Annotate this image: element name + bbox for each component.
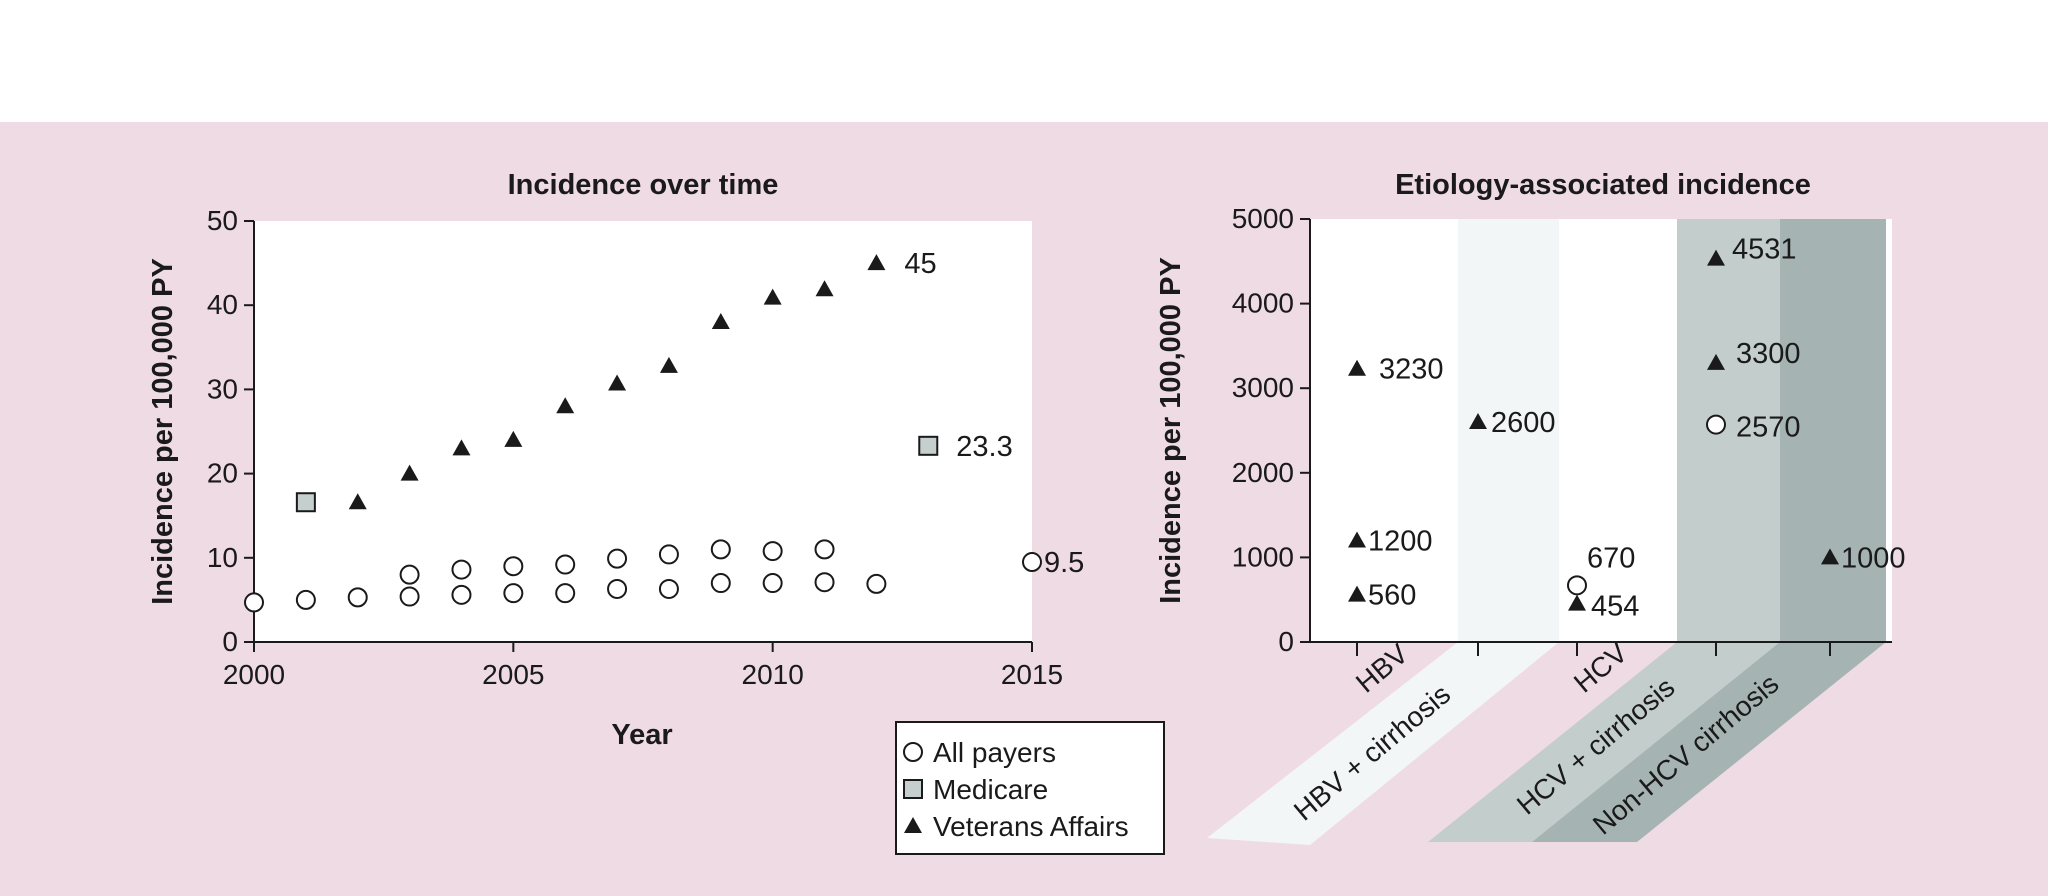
data-point	[607, 578, 628, 599]
data-label: 4531	[1732, 234, 1797, 266]
y-tick-label: 0	[222, 626, 238, 657]
data-label: 560	[1368, 580, 1416, 612]
data-point	[1706, 414, 1726, 435]
y-tick-label: 4000	[1232, 288, 1294, 319]
data-point	[762, 573, 783, 594]
legend-marker	[903, 742, 923, 762]
data-point	[608, 374, 627, 391]
y-tick-label: 10	[207, 542, 238, 573]
chart-title: Incidence over time	[508, 169, 779, 201]
data-point	[503, 583, 524, 604]
data-point	[1348, 531, 1366, 548]
data-point	[1707, 249, 1725, 266]
data-point	[452, 439, 471, 456]
category-label: HBV + cirrhosis	[1288, 678, 1456, 826]
data-label: 1200	[1368, 525, 1433, 557]
data-point	[659, 356, 678, 373]
data-point	[866, 573, 887, 594]
data-point	[1821, 548, 1839, 565]
data-label: 1000	[1841, 542, 1906, 574]
y-tick-label: 0	[1278, 626, 1294, 657]
y-tick-label: 2000	[1232, 457, 1294, 488]
y-tick-label: 5000	[1232, 203, 1294, 234]
data-point	[711, 313, 730, 330]
data-point	[1707, 353, 1725, 370]
data-point	[295, 589, 316, 610]
data-point	[400, 464, 419, 481]
data-point	[1567, 575, 1587, 596]
data-point	[710, 573, 731, 594]
data-label: 3300	[1736, 338, 1801, 370]
data-label: 454	[1591, 591, 1639, 623]
data-label: 670	[1587, 542, 1635, 574]
y-axis-label: Incidence per 100,000 PY	[147, 258, 179, 605]
y-tick-label: 40	[207, 289, 238, 320]
data-point	[1348, 359, 1366, 376]
category-band	[1458, 219, 1559, 642]
y-tick-label: 3000	[1232, 372, 1294, 403]
data-point	[503, 556, 524, 577]
data-label: 45	[904, 248, 936, 280]
data-point	[555, 583, 576, 604]
legend-marker	[904, 817, 922, 833]
chart-title: Etiology-associated incidence	[1395, 169, 1811, 201]
x-axis-label: Year	[611, 719, 672, 751]
legend	[895, 721, 1165, 855]
legend-label: Veterans Affairs	[933, 811, 1129, 842]
data-point	[1022, 552, 1042, 573]
data-point	[763, 288, 782, 305]
legend-label: Medicare	[933, 774, 1048, 805]
y-tick-label: 20	[207, 458, 238, 489]
data-point	[814, 572, 835, 593]
legend-label: All payers	[933, 737, 1056, 768]
data-point	[347, 587, 368, 608]
data-label: 2570	[1736, 412, 1801, 444]
data-point	[399, 586, 420, 607]
data-point	[399, 564, 420, 585]
data-point	[658, 544, 679, 565]
category-band	[1310, 219, 1458, 642]
data-point	[504, 430, 523, 447]
data-point	[1469, 413, 1487, 430]
data-point	[451, 584, 472, 605]
data-point	[348, 493, 367, 510]
category-band	[1677, 219, 1780, 642]
x-tick-label: 2005	[482, 659, 544, 690]
data-point	[658, 578, 679, 599]
data-point	[710, 539, 731, 560]
data-point	[555, 554, 576, 575]
y-axis-label: Incidence per 100,000 PY	[1155, 257, 1187, 604]
data-point	[1568, 594, 1586, 611]
y-tick-label: 30	[207, 373, 238, 404]
data-point	[556, 397, 575, 414]
y-tick-label: 50	[207, 205, 238, 236]
data-point	[607, 548, 628, 569]
data-point	[295, 492, 316, 513]
category-ribbon	[1207, 642, 1559, 845]
data-point	[815, 280, 834, 297]
data-label: 9.5	[1044, 547, 1084, 579]
x-tick-label: 2015	[1001, 659, 1063, 690]
data-label: 23.3	[956, 431, 1012, 463]
data-label: 3230	[1379, 354, 1444, 386]
data-point	[867, 254, 886, 271]
plot-area	[254, 221, 1032, 642]
data-point	[451, 559, 472, 580]
data-point	[918, 435, 939, 456]
category-band	[1559, 219, 1677, 642]
data-point	[1348, 585, 1366, 602]
data-label: 2600	[1491, 407, 1556, 439]
category-band	[1780, 219, 1886, 642]
category-ribbon	[1428, 642, 1780, 842]
data-point	[244, 592, 264, 613]
x-tick-label: 2000	[223, 659, 285, 690]
data-point	[814, 539, 835, 560]
x-tick-label: 2010	[742, 659, 804, 690]
category-ribbon	[1532, 642, 1886, 842]
data-point	[762, 541, 783, 562]
y-tick-label: 1000	[1232, 541, 1294, 572]
legend-marker	[903, 779, 923, 799]
